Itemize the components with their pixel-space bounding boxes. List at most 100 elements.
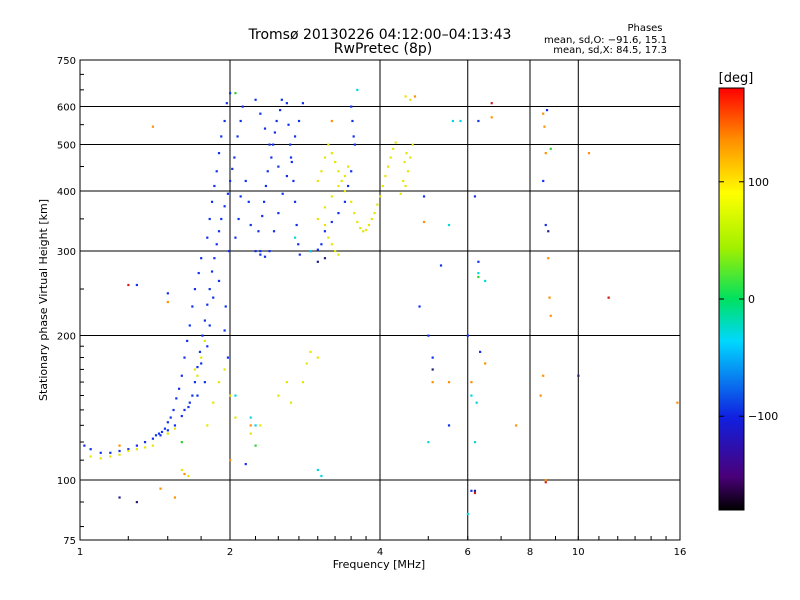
x-tick-label: 16 — [674, 547, 687, 558]
data-point — [118, 449, 121, 453]
data-point — [191, 394, 194, 397]
data-point — [542, 112, 545, 115]
data-point — [431, 368, 434, 371]
data-point — [229, 179, 232, 183]
data-point — [309, 350, 312, 353]
data-point — [544, 481, 547, 484]
data-point — [188, 324, 191, 327]
data-point — [330, 243, 333, 246]
data-point — [166, 432, 169, 435]
data-point — [118, 453, 121, 456]
data-point — [327, 236, 330, 239]
data-point — [200, 362, 203, 365]
data-point — [180, 414, 183, 418]
data-point — [289, 143, 292, 146]
data-point — [244, 179, 247, 183]
data-point — [475, 401, 478, 404]
data-point — [676, 401, 679, 404]
data-point — [109, 451, 112, 454]
data-point — [223, 119, 226, 123]
grid — [80, 60, 680, 540]
data-point — [217, 152, 221, 155]
data-point — [301, 381, 305, 384]
data-point — [249, 416, 252, 419]
data-point — [373, 212, 376, 215]
data-point — [231, 167, 234, 171]
data-point — [191, 305, 194, 308]
data-point — [337, 212, 340, 215]
data-point — [379, 195, 382, 198]
data-point — [206, 236, 209, 239]
data-point — [223, 329, 226, 332]
data-point — [301, 102, 305, 105]
data-point — [337, 170, 340, 173]
data-point — [447, 381, 451, 384]
data-point — [201, 334, 204, 337]
data-point — [89, 455, 92, 458]
data-point — [330, 119, 333, 123]
data-points — [83, 88, 679, 516]
data-point — [259, 250, 262, 253]
data-point — [343, 190, 347, 193]
data-point — [484, 362, 487, 365]
data-point — [316, 179, 319, 183]
data-point — [175, 397, 178, 400]
data-point — [404, 184, 407, 188]
data-point — [234, 416, 237, 419]
data-point — [353, 212, 356, 215]
data-point — [259, 253, 262, 256]
data-point — [356, 220, 359, 224]
data-point — [217, 381, 221, 384]
data-point — [466, 512, 469, 516]
data-point — [118, 496, 121, 499]
data-point — [223, 205, 226, 208]
data-point — [261, 214, 264, 218]
data-point — [220, 217, 223, 221]
data-point — [277, 165, 280, 168]
data-point — [350, 170, 353, 173]
data-point — [365, 228, 368, 232]
data-point — [169, 416, 172, 419]
data-point — [263, 127, 267, 130]
data-point — [490, 116, 493, 119]
data-point — [159, 434, 162, 437]
data-point — [135, 283, 138, 287]
data-point — [193, 381, 197, 384]
data-point — [351, 119, 354, 123]
data-point — [210, 270, 214, 273]
data-point — [549, 314, 552, 317]
data-point — [359, 227, 362, 230]
data-point — [217, 279, 221, 283]
chart-subtitle: RwPretec (8p) — [334, 41, 432, 57]
data-point — [135, 444, 138, 447]
data-point — [200, 257, 203, 260]
data-point — [340, 179, 343, 183]
data-point — [186, 339, 189, 343]
data-point — [196, 365, 199, 369]
data-point — [337, 253, 340, 256]
data-point — [323, 230, 327, 233]
data-point — [431, 381, 434, 384]
data-point — [187, 474, 190, 478]
data-point — [547, 257, 550, 260]
y-tick-label: 600 — [57, 103, 76, 114]
y-tick-label: 75 — [63, 536, 76, 547]
data-point — [285, 381, 288, 384]
data-point — [289, 156, 293, 159]
data-point — [323, 257, 327, 260]
data-point — [206, 424, 209, 427]
data-point — [422, 220, 426, 224]
data-point — [180, 468, 183, 472]
data-point — [213, 257, 216, 260]
data-point — [330, 152, 333, 155]
data-point — [422, 195, 426, 198]
data-point — [376, 203, 379, 206]
data-point — [473, 441, 477, 444]
data-point — [229, 459, 232, 462]
data-point — [193, 368, 197, 371]
legend-line-x: mean, sd,X: 84.5, 17.3 — [553, 45, 667, 56]
data-point — [330, 220, 333, 224]
data-point — [198, 350, 202, 353]
y-tick-label: 200 — [57, 332, 76, 343]
data-point — [477, 275, 480, 279]
